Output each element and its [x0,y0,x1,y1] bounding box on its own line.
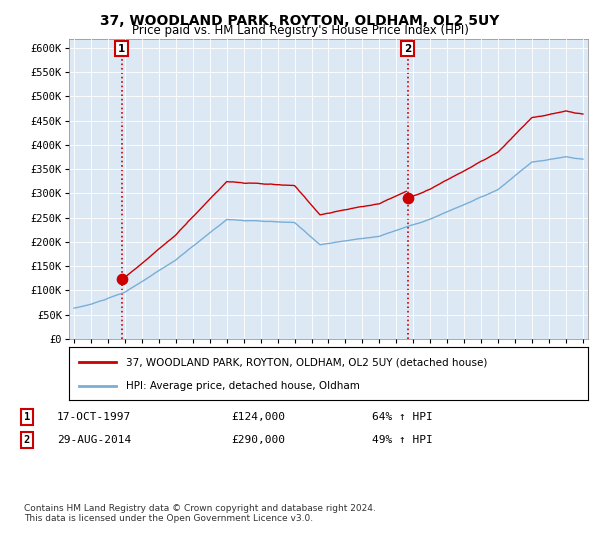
Text: 17-OCT-1997: 17-OCT-1997 [57,412,131,422]
Text: 2: 2 [404,44,411,54]
Text: 49% ↑ HPI: 49% ↑ HPI [372,435,433,445]
Point [117,274,127,283]
Text: 37, WOODLAND PARK, ROYTON, OLDHAM, OL2 5UY (detached house): 37, WOODLAND PARK, ROYTON, OLDHAM, OL2 5… [126,357,487,367]
Text: 1: 1 [118,44,125,54]
Text: 29-AUG-2014: 29-AUG-2014 [57,435,131,445]
Text: 1: 1 [24,412,30,422]
Text: 64% ↑ HPI: 64% ↑ HPI [372,412,433,422]
Text: 37, WOODLAND PARK, ROYTON, OLDHAM, OL2 5UY: 37, WOODLAND PARK, ROYTON, OLDHAM, OL2 5… [100,14,500,28]
Text: Contains HM Land Registry data © Crown copyright and database right 2024.
This d: Contains HM Land Registry data © Crown c… [24,504,376,524]
Text: £290,000: £290,000 [231,435,285,445]
Text: 2: 2 [24,435,30,445]
Text: HPI: Average price, detached house, Oldham: HPI: Average price, detached house, Oldh… [126,380,360,390]
Point [403,194,412,203]
Text: Price paid vs. HM Land Registry's House Price Index (HPI): Price paid vs. HM Land Registry's House … [131,24,469,37]
Text: £124,000: £124,000 [231,412,285,422]
